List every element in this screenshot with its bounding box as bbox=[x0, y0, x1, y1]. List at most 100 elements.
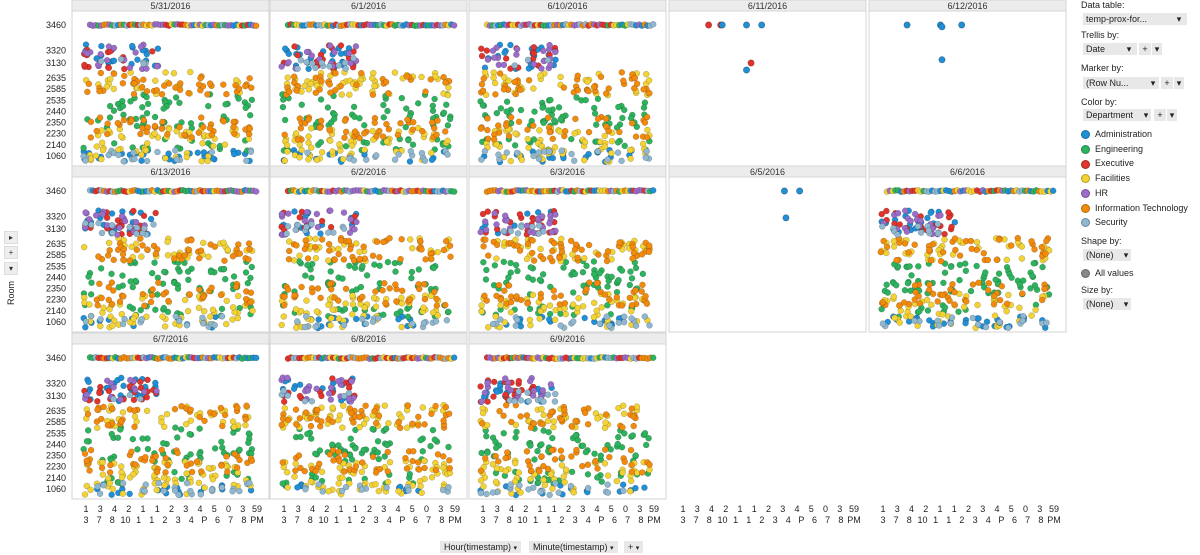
data-point[interactable] bbox=[337, 42, 345, 49]
data-point[interactable] bbox=[1029, 272, 1036, 280]
data-point[interactable] bbox=[570, 489, 578, 496]
data-point[interactable] bbox=[345, 389, 353, 397]
data-point[interactable] bbox=[110, 107, 118, 114]
data-point[interactable] bbox=[160, 487, 168, 495]
data-point[interactable] bbox=[515, 118, 523, 126]
data-point[interactable] bbox=[207, 268, 215, 276]
data-point[interactable] bbox=[537, 72, 544, 79]
data-point[interactable] bbox=[318, 392, 325, 400]
data-point[interactable] bbox=[183, 470, 190, 477]
data-point[interactable] bbox=[570, 157, 578, 164]
data-point[interactable] bbox=[562, 310, 569, 318]
data-point[interactable] bbox=[584, 461, 592, 469]
data-point[interactable] bbox=[357, 283, 365, 291]
data-point[interactable] bbox=[86, 301, 93, 308]
data-point[interactable] bbox=[434, 248, 441, 256]
data-point[interactable] bbox=[489, 489, 497, 496]
data-point[interactable] bbox=[177, 80, 184, 87]
data-point[interactable] bbox=[199, 320, 207, 327]
data-point[interactable] bbox=[160, 268, 168, 276]
data-point[interactable] bbox=[940, 279, 947, 287]
data-point[interactable] bbox=[494, 388, 501, 395]
data-point[interactable] bbox=[141, 388, 148, 396]
data-point[interactable] bbox=[491, 54, 498, 61]
data-point[interactable] bbox=[546, 41, 553, 49]
data-point[interactable] bbox=[305, 139, 312, 147]
data-point[interactable] bbox=[372, 303, 380, 310]
data-point[interactable] bbox=[352, 240, 360, 247]
data-point[interactable] bbox=[579, 303, 587, 310]
data-point[interactable] bbox=[614, 440, 622, 448]
data-point[interactable] bbox=[132, 461, 139, 468]
data-point[interactable] bbox=[152, 306, 159, 313]
data-point[interactable] bbox=[206, 125, 214, 132]
data-point[interactable] bbox=[143, 128, 150, 136]
data-point[interactable] bbox=[596, 320, 604, 328]
data-point[interactable] bbox=[923, 296, 931, 304]
data-point[interactable] bbox=[529, 291, 537, 299]
data-point[interactable] bbox=[188, 134, 196, 141]
data-point[interactable] bbox=[408, 274, 415, 282]
data-point[interactable] bbox=[524, 240, 532, 248]
data-point[interactable] bbox=[393, 310, 401, 318]
data-point[interactable] bbox=[386, 458, 394, 466]
data-point[interactable] bbox=[581, 409, 589, 417]
data-point[interactable] bbox=[153, 63, 161, 70]
data-point[interactable] bbox=[430, 264, 437, 272]
data-point[interactable] bbox=[220, 265, 228, 273]
data-point[interactable] bbox=[605, 127, 612, 135]
data-point[interactable] bbox=[183, 322, 191, 329]
data-point[interactable] bbox=[352, 43, 360, 50]
data-point[interactable] bbox=[242, 104, 249, 112]
data-point[interactable] bbox=[329, 148, 336, 155]
data-point[interactable] bbox=[973, 238, 981, 246]
data-point[interactable] bbox=[526, 305, 534, 313]
data-point[interactable] bbox=[384, 468, 392, 475]
data-point[interactable] bbox=[245, 240, 253, 247]
data-point[interactable] bbox=[961, 260, 969, 267]
data-point[interactable] bbox=[515, 469, 523, 476]
data-point[interactable] bbox=[524, 300, 531, 307]
data-point[interactable] bbox=[197, 491, 205, 498]
data-point[interactable] bbox=[483, 266, 490, 274]
data-point[interactable] bbox=[643, 134, 651, 141]
data-point[interactable] bbox=[597, 73, 605, 81]
data-point[interactable] bbox=[285, 416, 292, 424]
data-point[interactable] bbox=[335, 457, 343, 465]
data-point[interactable] bbox=[375, 455, 383, 463]
data-point[interactable] bbox=[307, 478, 315, 485]
data-point[interactable] bbox=[346, 246, 354, 253]
data-point[interactable] bbox=[941, 230, 948, 238]
data-point[interactable] bbox=[105, 151, 112, 159]
data-point[interactable] bbox=[324, 104, 332, 111]
data-point[interactable] bbox=[362, 320, 370, 328]
data-point[interactable] bbox=[1043, 319, 1050, 327]
data-point[interactable] bbox=[495, 281, 503, 289]
data-point[interactable] bbox=[592, 458, 599, 465]
data-point[interactable] bbox=[431, 95, 438, 103]
data-point[interactable] bbox=[450, 354, 458, 361]
data-point[interactable] bbox=[525, 486, 532, 493]
data-point[interactable] bbox=[307, 125, 315, 132]
data-point[interactable] bbox=[329, 404, 336, 411]
data-point[interactable] bbox=[177, 426, 185, 433]
data-point[interactable] bbox=[629, 255, 636, 262]
data-point[interactable] bbox=[326, 127, 333, 134]
data-point[interactable] bbox=[1005, 291, 1012, 299]
data-point[interactable] bbox=[391, 69, 399, 76]
data-point[interactable] bbox=[82, 41, 90, 48]
data-point[interactable] bbox=[326, 63, 333, 70]
data-point[interactable] bbox=[415, 266, 423, 273]
data-point[interactable] bbox=[245, 430, 253, 437]
data-point[interactable] bbox=[296, 392, 304, 400]
data-point[interactable] bbox=[92, 152, 100, 159]
data-point[interactable] bbox=[546, 491, 553, 499]
data-point[interactable] bbox=[890, 243, 898, 250]
data-point[interactable] bbox=[280, 398, 288, 405]
data-point[interactable] bbox=[491, 262, 499, 269]
data-point[interactable] bbox=[903, 228, 911, 235]
data-point[interactable] bbox=[218, 484, 226, 491]
data-point[interactable] bbox=[162, 454, 170, 462]
data-point[interactable] bbox=[153, 87, 161, 94]
data-point[interactable] bbox=[349, 292, 356, 299]
